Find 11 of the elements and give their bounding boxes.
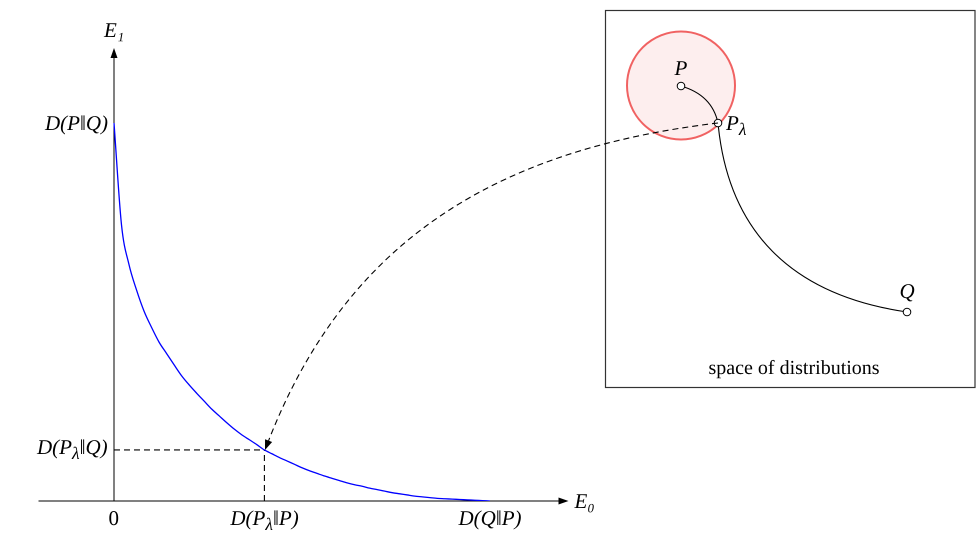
x-axis-title: E₀: [574, 488, 595, 513]
text: P$_{λ}$: [726, 110, 746, 139]
text: space of distributions: [708, 357, 880, 379]
y-axis-title: E₁: [104, 18, 124, 42]
text: Q: [900, 279, 915, 304]
ref-line-label: D(P$_{λ}$‖Q): [37, 435, 108, 464]
text: P: [674, 56, 688, 80]
text: D(P‖Q): [45, 110, 108, 135]
x-tick-label: 0: [108, 506, 119, 530]
x-tick-label: D(P$_{λ}$‖P): [230, 506, 299, 534]
x-tick-label: D(Q‖P): [458, 506, 522, 530]
